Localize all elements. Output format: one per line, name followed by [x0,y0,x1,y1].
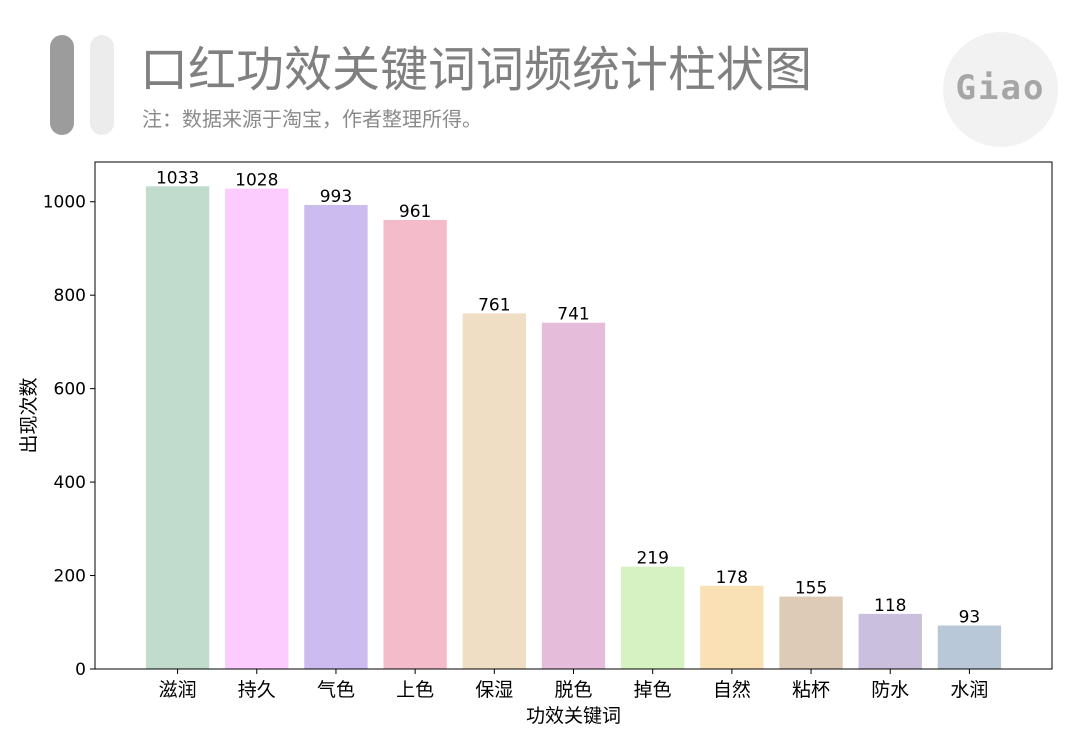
logo-text: Giao [955,68,1046,108]
bar [779,596,843,669]
bars-layer [145,186,1002,670]
page-subtitle: 注：数据来源于淘宝，作者整理所得。 [142,107,482,131]
bar-value-label: 178 [716,568,748,588]
bar [462,313,526,669]
y-tick-label: 800 [54,286,86,306]
bar [304,204,368,669]
value-labels-layer: 1033 1028 993 961 761 741 219 178 155 118 93 [156,168,980,627]
decorative-light-bar [90,35,114,135]
x-tick-label: 上色 [396,679,434,701]
bar-value-label: 219 [636,549,668,569]
y-tick-label: 1000 [43,193,86,213]
x-tick-label: 掉色 [634,679,672,701]
y-tick-label: 200 [54,567,86,587]
x-axis: 滋润 持久 气色 上色 保湿 脱色 掉色 自然 粘杯 防水 水润 [159,669,988,701]
plot-frame [94,161,1053,670]
bar-value-label: 741 [557,305,589,325]
x-tick-label: 自然 [713,679,751,701]
bar [700,585,764,669]
bar [383,219,447,669]
x-tick-label: 保湿 [475,679,513,701]
bar-value-label: 1033 [156,168,199,188]
bar-value-label: 118 [874,596,906,616]
y-axis: 0 200 400 600 800 1000 [43,193,95,680]
bar [145,186,210,669]
bar [225,188,289,670]
bar [937,625,1002,669]
y-tick-label: 400 [54,473,86,493]
x-tick-label: 气色 [317,679,355,701]
logo-badge: Giao [943,32,1058,147]
x-tick-label: 水润 [950,679,988,701]
y-tick-label: 0 [75,660,86,680]
bar-value-label: 93 [959,608,981,628]
bar-value-label: 761 [478,295,510,315]
decorative-dark-bar [50,35,74,135]
y-tick-label: 600 [54,380,86,400]
bar-value-label: 993 [320,187,352,207]
bar-value-label: 155 [795,579,827,599]
bar [621,566,685,669]
x-tick-label: 滋润 [159,679,197,701]
page-title: 口红功效关键词词频统计柱状图 [140,42,813,98]
x-tick-label: 脱色 [554,679,592,701]
y-axis-label: 出现次数 [18,377,40,453]
x-tick-label: 持久 [238,679,276,701]
x-axis-label: 功效关键词 [526,705,621,727]
bar-value-label: 961 [399,202,431,222]
bar [858,613,922,669]
bar-value-label: 1028 [235,171,278,191]
x-tick-label: 粘杯 [792,679,830,701]
bar [541,322,606,669]
x-tick-label: 防水 [871,679,909,701]
